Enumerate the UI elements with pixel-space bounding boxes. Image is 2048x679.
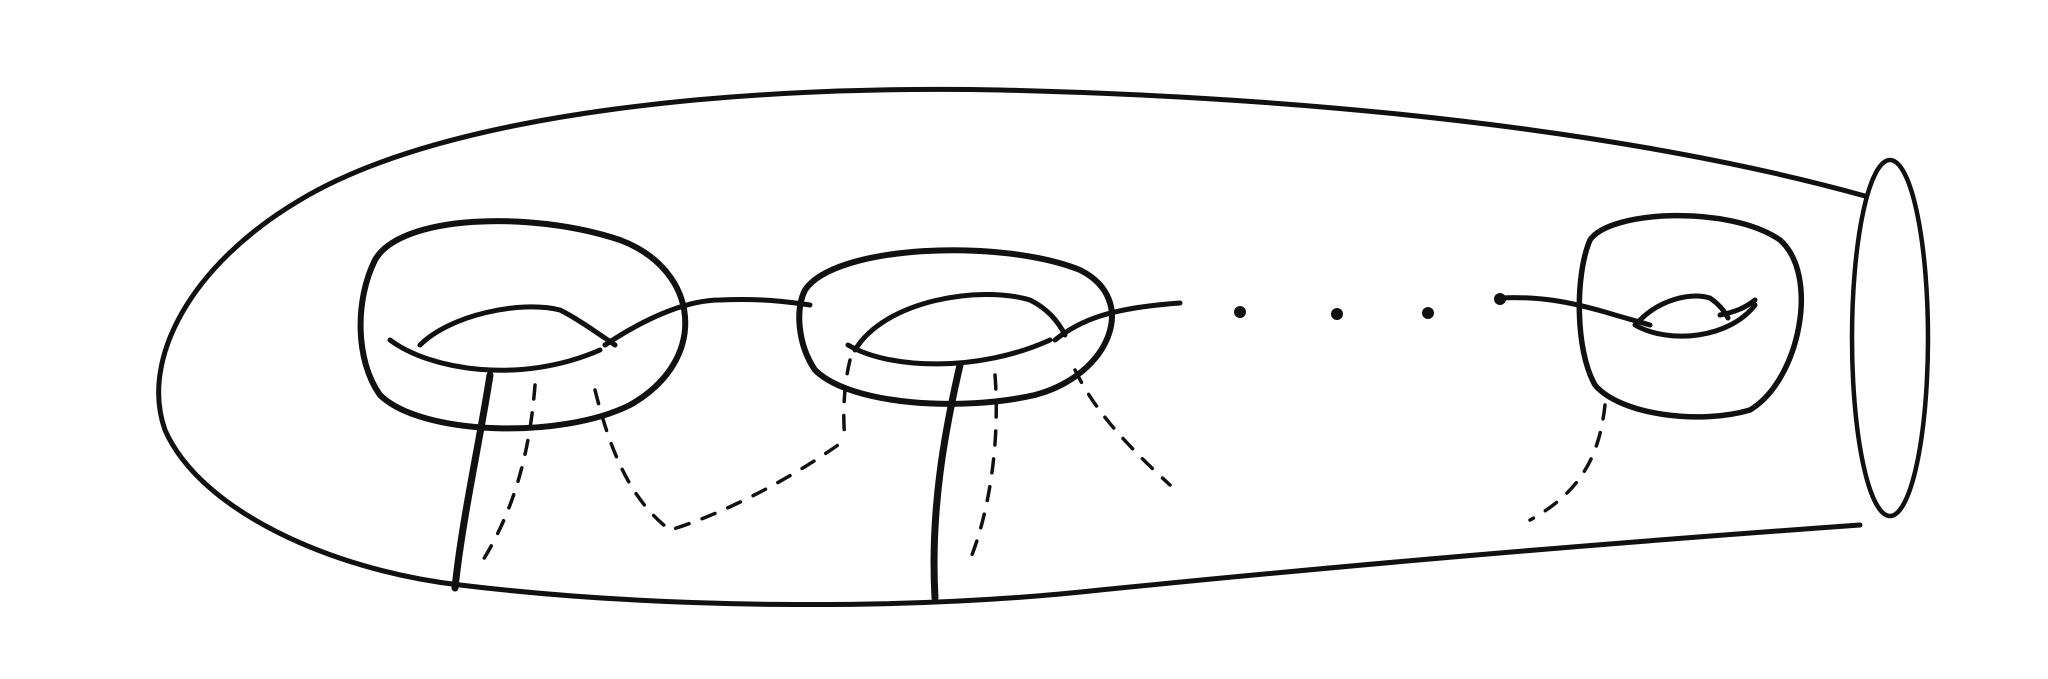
ellipsis-dot	[1422, 307, 1434, 319]
handle-2	[796, 247, 1115, 407]
hidden-curve-1b	[593, 388, 847, 532]
meridian-solid-2	[930, 361, 964, 602]
hidden-curve-2c	[1073, 368, 1172, 487]
handle-3-hole-upper	[1637, 293, 1731, 323]
hidden-curve-1a	[478, 383, 537, 567]
ellipsis-dot	[1234, 306, 1246, 318]
hidden-curve-3	[1528, 403, 1607, 522]
connecting-curve-left	[602, 296, 813, 348]
handle-2-hole-upper	[852, 291, 1068, 353]
ellipsis-dot	[1494, 293, 1506, 305]
meridian-solid-1	[451, 371, 494, 592]
handle-3-outer-ring	[1576, 212, 1804, 420]
hidden-curve-2b	[968, 373, 998, 562]
connecting-curve-right	[1497, 295, 1653, 328]
handle-1	[357, 218, 689, 432]
handle-1-hole-lower	[387, 337, 603, 373]
ellipsis-dot	[1331, 308, 1343, 320]
handle-3-hole-lower	[1632, 302, 1758, 339]
handle-1-hole-upper	[417, 304, 618, 348]
handle-2-outer-ring	[796, 247, 1115, 407]
connecting-curve-far-right	[1717, 297, 1758, 318]
surface-outline	[156, 86, 1868, 608]
handle-2-hole-lower	[845, 337, 1053, 367]
handle-1-outer-ring	[357, 218, 689, 432]
connecting-curve-middle	[1052, 300, 1183, 343]
hidden-curve-2a	[842, 358, 852, 442]
hidden-curves	[478, 358, 1607, 567]
ellipsis-dots	[1234, 293, 1506, 320]
boundary-circle	[1849, 157, 1931, 519]
